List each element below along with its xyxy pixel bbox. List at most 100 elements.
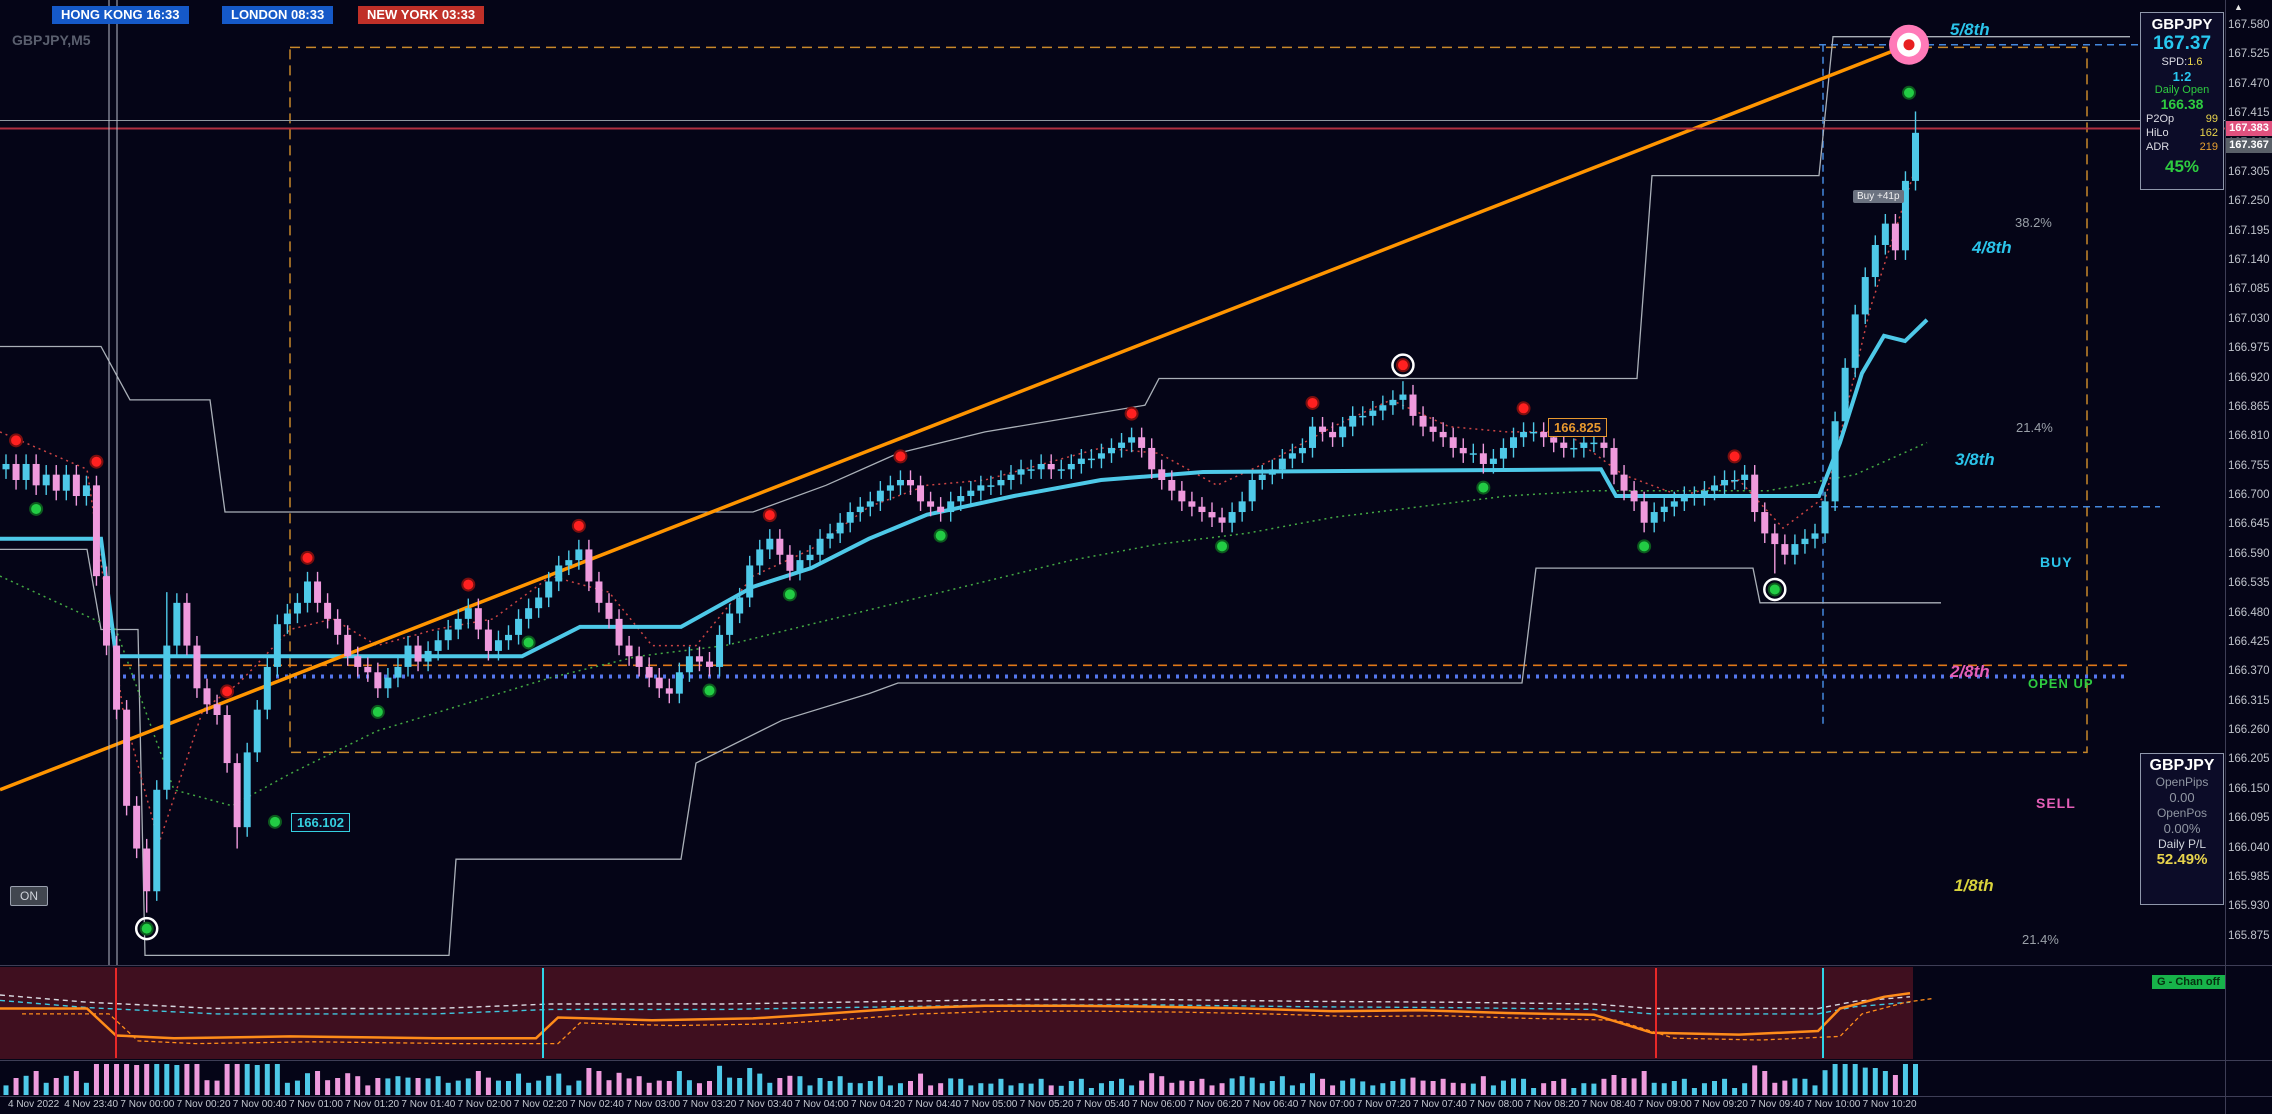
price-tag-low: 166.102 <box>291 813 350 832</box>
panel-spread: SPD:1.6 <box>2141 55 2223 69</box>
time-axis-label: 7 Nov 05:40 <box>1075 1099 1130 1110</box>
openpos-value: 0.00% <box>2163 821 2201 836</box>
price-axis-label: 166.205 <box>2228 753 2270 766</box>
price-axis-label: 166.040 <box>2228 841 2270 854</box>
time-axis-label: 7 Nov 00:40 <box>232 1099 287 1110</box>
time-axis-label: 7 Nov 06:40 <box>1244 1099 1299 1110</box>
price-axis-label: 167.250 <box>2228 195 2270 208</box>
ask-price-box: 167.383 <box>2226 121 2272 136</box>
time-axis-label: 7 Nov 02:00 <box>457 1099 512 1110</box>
price-axis-label: 166.590 <box>2228 547 2270 560</box>
price-axis-label: 166.370 <box>2228 665 2270 678</box>
price-axis-label: 165.875 <box>2228 929 2270 942</box>
price-axis-label: 166.260 <box>2228 724 2270 737</box>
adr-row: ADR 219 <box>2141 140 2223 154</box>
time-axis-label: 7 Nov 06:00 <box>1132 1099 1186 1110</box>
price-axis-label: 167.415 <box>2228 107 2270 120</box>
time-axis-label: 7 Nov 03:00 <box>626 1099 681 1110</box>
spread-label: SPD: <box>2161 56 2188 68</box>
p2op-label: P2Op <box>2146 113 2175 125</box>
time-axis-label: 7 Nov 08:40 <box>1581 1099 1636 1110</box>
adr-label: ADR <box>2146 141 2170 153</box>
session-clock-newyork: NEW YORK 03:33 <box>358 6 485 24</box>
session-city: HONG KONG <box>61 7 143 22</box>
panel-ratio: 1:2 <box>2172 69 2192 84</box>
session-city: NEW YORK <box>367 7 439 22</box>
murrey-1-8-label: 1/8th <box>1954 876 1994 895</box>
murrey-4-8-label: 4/8th <box>1972 238 2012 257</box>
symbol-info-panel: GBPJPY 167.37 SPD:1.6 1:2 Daily Open 166… <box>2140 12 2224 190</box>
time-axis-label: 7 Nov 10:20 <box>1862 1099 1917 1110</box>
session-time: 16:33 <box>146 7 180 22</box>
session-time: 03:33 <box>441 7 476 22</box>
adr-percent: 45% <box>2164 157 2200 176</box>
price-axis-label: 167.580 <box>2228 19 2270 31</box>
price-axis-label: 167.085 <box>2228 283 2270 296</box>
openpips-value: 0.00 <box>2169 790 2195 805</box>
openpos-label: OpenPos <box>2156 806 2208 820</box>
hilo-label: HiLo <box>2146 127 2169 139</box>
time-axis[interactable]: 4 Nov 2022 4 Nov 23:40 7 Nov 00:00 7 Nov 00… <box>0 1099 2272 1114</box>
time-axis-label: 7 Nov 01:20 <box>345 1099 400 1110</box>
retrace-21-bottom-label: 21.4% <box>2022 932 2059 947</box>
channel-toggle-badge[interactable]: G - Chan off <box>2152 975 2225 989</box>
price-axis-label: 166.425 <box>2228 635 2270 648</box>
retrace-21-label: 21.4% <box>2016 420 2053 435</box>
price-axis-label: 167.470 <box>2228 77 2270 90</box>
time-axis-label: 7 Nov 04:20 <box>851 1099 905 1110</box>
time-axis-label: 7 Nov 09:20 <box>1694 1099 1748 1110</box>
time-axis-label: 7 Nov 09:40 <box>1750 1099 1805 1110</box>
panel-price: 167.37 <box>2152 33 2212 54</box>
price-axis-label: 166.095 <box>2228 812 2270 825</box>
spread-value: 1.6 <box>2187 56 2203 68</box>
axis-top-marker-icon: ▲ <box>2234 2 2243 12</box>
price-axis-label: 166.315 <box>2228 694 2270 707</box>
hilo-row: HiLo 162 <box>2141 126 2223 140</box>
bid-price-box: 167.367 <box>2226 138 2272 153</box>
time-axis-label: 7 Nov 04:40 <box>907 1099 962 1110</box>
price-axis-label: 166.975 <box>2228 342 2270 355</box>
on-toggle-button[interactable]: ON <box>10 886 48 906</box>
price-axis[interactable]: 167.580167.525167.470167.415167.360167.3… <box>2228 0 2272 1114</box>
price-axis-label: 166.755 <box>2228 459 2270 472</box>
time-axis-label: 4 Nov 23:40 <box>64 1099 119 1110</box>
dailypl-label: Daily P/L <box>2157 837 2207 851</box>
price-axis-label: 166.535 <box>2228 577 2270 590</box>
daily-open-value: 166.38 <box>2160 96 2204 112</box>
time-axis-label: 7 Nov 10:00 <box>1806 1099 1861 1110</box>
session-time: 08:33 <box>290 7 325 22</box>
time-axis-label: 7 Nov 03:40 <box>738 1099 793 1110</box>
panel-symbol: GBPJPY <box>2151 16 2213 33</box>
openpips-label: OpenPips <box>2155 775 2209 789</box>
price-axis-label: 166.480 <box>2228 606 2270 619</box>
price-axis-label: 165.930 <box>2228 900 2270 913</box>
session-clock-london: LONDON 08:33 <box>222 6 334 24</box>
time-axis-label: 7 Nov 09:00 <box>1637 1099 1692 1110</box>
price-axis-label: 166.150 <box>2228 782 2270 795</box>
pl-info-panel: GBPJPY OpenPips 0.00 OpenPos 0.00% Daily… <box>2140 753 2224 905</box>
price-axis-label: 167.140 <box>2228 254 2270 266</box>
hilo-value: 162 <box>2199 127 2218 139</box>
buy-pips-badge: Buy +41p <box>1853 190 1904 203</box>
open-up-label: OPEN UP <box>2028 676 2094 691</box>
pl-symbol: GBPJPY <box>2149 757 2215 774</box>
price-axis-label: 167.305 <box>2228 165 2270 178</box>
time-axis-label: 7 Nov 02:20 <box>513 1099 568 1110</box>
buy-zone-label: BUY <box>2040 554 2073 570</box>
time-axis-label: 7 Nov 07:00 <box>1300 1099 1355 1110</box>
murrey-3-8-label: 3/8th <box>1955 450 1995 469</box>
time-axis-label: 7 Nov 08:00 <box>1469 1099 1524 1110</box>
daily-open-label: Daily Open <box>2154 84 2210 96</box>
murrey-2-8-label: 2/8th <box>1950 662 1990 681</box>
p2op-value: 99 <box>2205 113 2218 125</box>
time-axis-label: 7 Nov 03:20 <box>682 1099 737 1110</box>
dailypl-value: 52.49% <box>2156 851 2208 868</box>
time-axis-label: 7 Nov 00:20 <box>176 1099 231 1110</box>
price-axis-label: 165.985 <box>2228 870 2270 883</box>
session-city: LONDON <box>231 7 288 22</box>
time-axis-label: 7 Nov 04:00 <box>794 1099 849 1110</box>
sell-zone-label: SELL <box>2036 795 2076 811</box>
murrey-5-8-label: 5/8th <box>1950 20 1990 39</box>
